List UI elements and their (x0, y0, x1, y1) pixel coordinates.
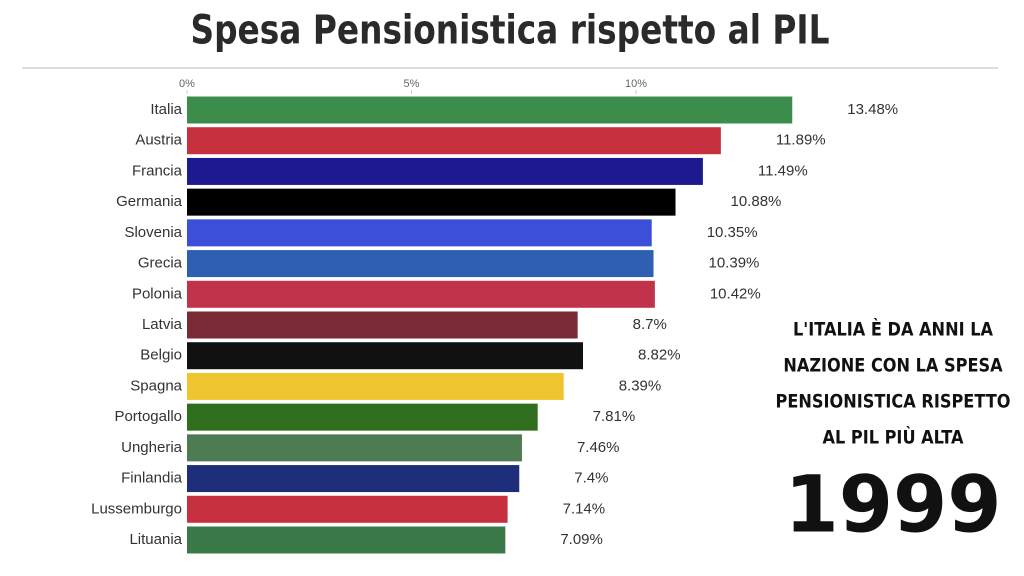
chart-title: Spesa Pensionistica rispetto al PIL (190, 6, 829, 53)
value-label: 10.39% (709, 255, 760, 272)
bar (187, 188, 676, 216)
category-label: Francia (132, 162, 183, 179)
bar (187, 342, 584, 370)
category-label: Portogallo (114, 408, 182, 425)
x-tick-label: 5% (404, 78, 420, 90)
bar (187, 250, 654, 278)
category-label: Polonia (132, 285, 183, 302)
bar (187, 372, 564, 400)
annotation-line: PENSIONISTICA RISPETTO (776, 391, 1011, 413)
category-label: Austria (135, 132, 182, 149)
value-label: 8.39% (619, 377, 662, 394)
value-label: 7.4% (574, 470, 608, 487)
category-label: Latvia (142, 316, 183, 333)
category-label: Grecia (138, 255, 183, 272)
annotation-line: NAZIONE CON LA SPESA (783, 355, 1003, 377)
x-tick-label: 10% (625, 78, 647, 90)
value-label: 10.42% (710, 285, 761, 302)
category-label: Spagna (130, 377, 182, 394)
value-label: 13.48% (847, 101, 898, 118)
value-label: 7.81% (593, 408, 636, 425)
annotation-line: AL PIL PIÙ ALTA (822, 425, 963, 449)
bar (187, 311, 578, 339)
bar (187, 495, 508, 523)
year-label: 1999 (784, 460, 1001, 550)
category-label: Italia (150, 101, 182, 118)
category-label: Lituania (129, 531, 182, 548)
bar (187, 403, 538, 431)
value-label: 7.46% (577, 439, 620, 456)
category-label: Belgio (140, 347, 182, 364)
category-label: Germania (116, 193, 183, 210)
value-label: 10.35% (707, 224, 758, 241)
value-label: 7.09% (560, 531, 603, 548)
category-label: Slovenia (124, 224, 182, 241)
value-label: 11.49% (758, 162, 808, 179)
bar (187, 157, 703, 185)
bar (187, 127, 721, 155)
value-label: 11.89% (776, 132, 826, 149)
bar (187, 280, 655, 308)
value-label: 8.82% (638, 347, 681, 364)
bar (187, 526, 506, 554)
bar (187, 96, 793, 124)
bar (187, 465, 520, 493)
bar (187, 219, 652, 247)
annotation-line: L'ITALIA È DA ANNI LA (793, 317, 993, 341)
value-label: 8.7% (633, 316, 667, 333)
value-label: 10.88% (731, 193, 782, 210)
bar (187, 434, 522, 462)
category-label: Ungheria (121, 439, 183, 456)
category-label: Lussemburgo (91, 500, 182, 517)
value-label: 7.14% (563, 500, 606, 517)
category-label: Finlandia (121, 470, 183, 487)
x-tick-label: 0% (179, 78, 195, 90)
